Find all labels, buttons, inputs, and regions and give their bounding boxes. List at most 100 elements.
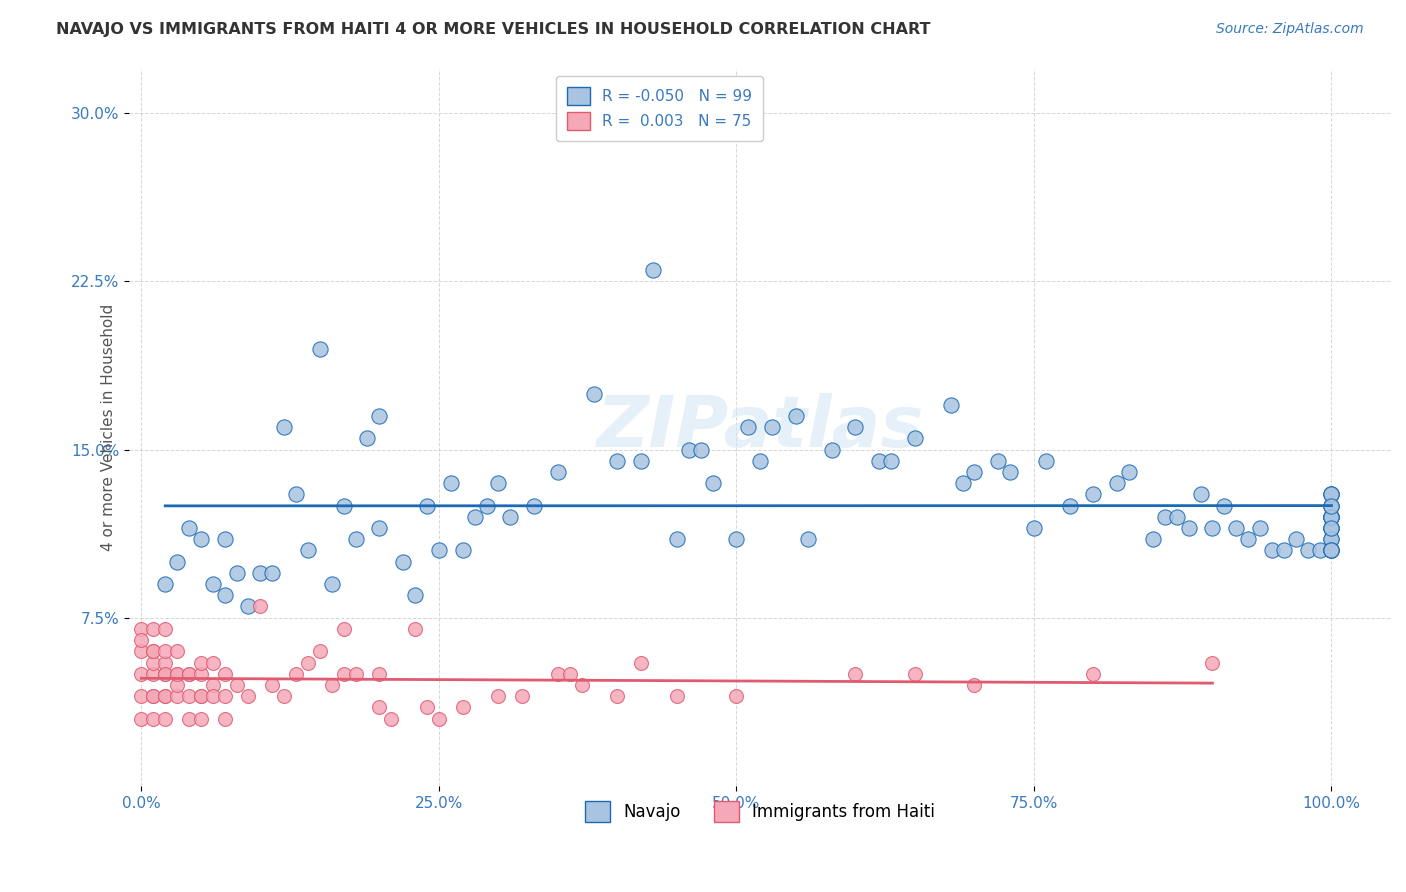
- Point: [190, 656, 212, 670]
- Point: [142, 689, 165, 703]
- Point: [131, 644, 153, 658]
- Point: [963, 678, 986, 692]
- Legend: Navajo, Immigrants from Haiti: Navajo, Immigrants from Haiti: [572, 788, 949, 835]
- Point: [1107, 476, 1129, 491]
- Point: [238, 689, 260, 703]
- Point: [1189, 487, 1212, 501]
- Point: [153, 644, 176, 658]
- Point: [939, 398, 962, 412]
- Point: [368, 700, 391, 714]
- Point: [963, 465, 986, 479]
- Point: [142, 712, 165, 726]
- Point: [153, 689, 176, 703]
- Point: [547, 465, 569, 479]
- Point: [225, 566, 247, 580]
- Point: [297, 656, 319, 670]
- Point: [1142, 533, 1164, 547]
- Point: [392, 555, 415, 569]
- Point: [166, 678, 188, 692]
- Point: [1320, 509, 1343, 524]
- Point: [1296, 543, 1319, 558]
- Point: [321, 678, 343, 692]
- Point: [177, 712, 200, 726]
- Point: [582, 386, 605, 401]
- Point: [142, 656, 165, 670]
- Point: [131, 712, 153, 726]
- Point: [142, 644, 165, 658]
- Point: [1059, 499, 1081, 513]
- Point: [309, 644, 332, 658]
- Point: [689, 442, 711, 457]
- Point: [475, 499, 498, 513]
- Point: [1261, 543, 1284, 558]
- Point: [797, 533, 820, 547]
- Point: [153, 712, 176, 726]
- Point: [285, 487, 308, 501]
- Point: [1320, 509, 1343, 524]
- Point: [737, 420, 759, 434]
- Point: [844, 420, 866, 434]
- Point: [166, 644, 188, 658]
- Point: [1118, 465, 1140, 479]
- Point: [1285, 533, 1308, 547]
- Point: [368, 521, 391, 535]
- Point: [238, 599, 260, 614]
- Point: [416, 700, 439, 714]
- Point: [1320, 543, 1343, 558]
- Point: [952, 476, 974, 491]
- Point: [153, 666, 176, 681]
- Point: [166, 555, 188, 569]
- Point: [190, 666, 212, 681]
- Point: [630, 454, 652, 468]
- Point: [510, 689, 533, 703]
- Point: [153, 622, 176, 636]
- Point: [368, 666, 391, 681]
- Point: [1083, 487, 1105, 501]
- Point: [142, 644, 165, 658]
- Point: [558, 666, 581, 681]
- Point: [1035, 454, 1057, 468]
- Point: [880, 454, 903, 468]
- Point: [332, 622, 354, 636]
- Point: [486, 476, 509, 491]
- Point: [820, 442, 842, 457]
- Point: [1213, 499, 1236, 513]
- Point: [131, 633, 153, 648]
- Point: [262, 678, 284, 692]
- Point: [1320, 543, 1343, 558]
- Point: [249, 566, 271, 580]
- Point: [142, 689, 165, 703]
- Point: [368, 409, 391, 423]
- Point: [131, 666, 153, 681]
- Point: [131, 622, 153, 636]
- Point: [1083, 666, 1105, 681]
- Point: [702, 476, 724, 491]
- Point: [177, 521, 200, 535]
- Point: [761, 420, 783, 434]
- Point: [464, 509, 486, 524]
- Point: [153, 656, 176, 670]
- Point: [166, 666, 188, 681]
- Point: [571, 678, 593, 692]
- Point: [321, 577, 343, 591]
- Point: [904, 666, 927, 681]
- Point: [153, 577, 176, 591]
- Point: [1320, 521, 1343, 535]
- Point: [844, 666, 866, 681]
- Text: NAVAJO VS IMMIGRANTS FROM HAITI 4 OR MORE VEHICLES IN HOUSEHOLD CORRELATION CHAR: NAVAJO VS IMMIGRANTS FROM HAITI 4 OR MOR…: [56, 22, 931, 37]
- Point: [725, 533, 748, 547]
- Point: [1022, 521, 1045, 535]
- Point: [166, 666, 188, 681]
- Point: [190, 689, 212, 703]
- Point: [643, 263, 665, 277]
- Point: [606, 689, 628, 703]
- Point: [1320, 521, 1343, 535]
- Point: [297, 543, 319, 558]
- Text: Source: ZipAtlas.com: Source: ZipAtlas.com: [1216, 22, 1364, 37]
- Point: [214, 689, 236, 703]
- Point: [678, 442, 700, 457]
- Point: [1320, 543, 1343, 558]
- Point: [380, 712, 402, 726]
- Point: [499, 509, 522, 524]
- Point: [177, 666, 200, 681]
